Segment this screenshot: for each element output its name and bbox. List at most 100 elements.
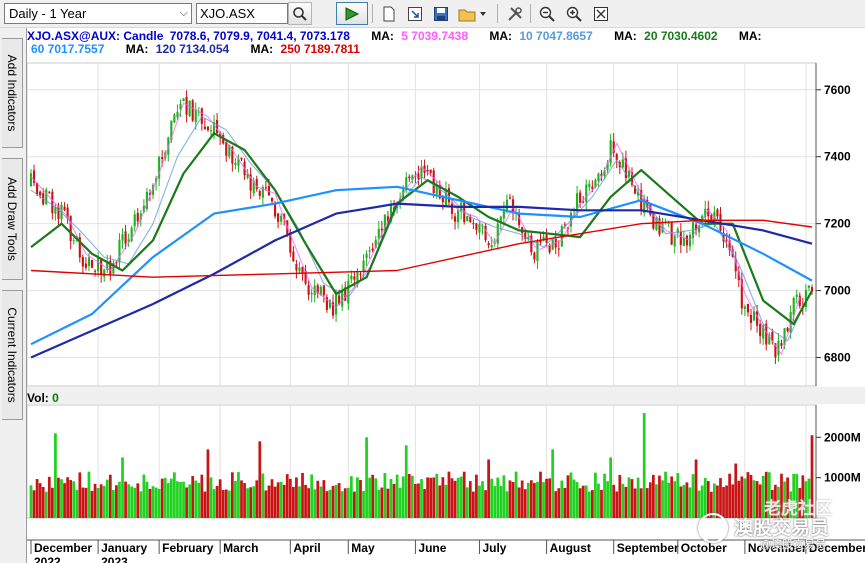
candle-body	[542, 236, 545, 241]
candle-body	[768, 334, 771, 345]
volume-bar	[249, 487, 253, 518]
candle-body	[261, 187, 264, 198]
candle-body	[139, 213, 142, 220]
volume-bar	[716, 485, 719, 518]
volume-bar	[502, 475, 506, 518]
chart-panel[interactable]: 6800 7000 7200 7400 7600 1000M 2000M December Ja…	[26, 28, 865, 563]
candle-body	[225, 142, 228, 156]
volume-bar	[673, 481, 677, 518]
candle-body	[45, 189, 48, 205]
volume-bar	[169, 478, 173, 518]
zoom-in-button[interactable]	[562, 2, 586, 25]
volume-bar	[679, 486, 683, 518]
candle-body	[673, 235, 676, 247]
candle-body	[609, 140, 612, 164]
volume-bar	[133, 487, 137, 518]
volume-bar	[307, 488, 310, 518]
volume-bar	[697, 490, 701, 518]
candle-body	[191, 100, 194, 121]
period-select[interactable]: Daily - 1 Year ⌵	[4, 3, 192, 24]
candle-body	[188, 100, 191, 117]
volume-bar	[475, 474, 478, 518]
candle-body	[255, 179, 258, 190]
volume-bar	[514, 471, 518, 518]
volume-bar	[298, 486, 301, 518]
tab-add-indicators[interactable]: Add Indicators	[2, 38, 23, 148]
candle-body	[203, 126, 206, 130]
new-document-button[interactable]	[377, 2, 401, 25]
candle-body	[478, 224, 481, 233]
candle-body	[377, 228, 380, 239]
volume-bar	[435, 473, 439, 518]
tools-button[interactable]	[503, 2, 527, 25]
volume-bar	[392, 483, 396, 518]
zoom-out-icon	[539, 6, 555, 22]
volume-bar	[651, 474, 655, 518]
panel-divider	[27, 387, 865, 404]
volume-bar	[389, 478, 393, 518]
candle-body	[756, 311, 759, 326]
export-button[interactable]	[403, 2, 427, 25]
volume-bar	[740, 476, 744, 518]
candle-body	[667, 222, 670, 224]
fit-screen-button[interactable]	[589, 2, 613, 25]
candle-body	[475, 223, 478, 230]
volume-bar	[212, 489, 216, 518]
candle-body	[606, 162, 609, 171]
x-month-label: May	[351, 541, 375, 555]
candle-body	[426, 169, 429, 172]
symbol-input[interactable]: XJO.ASX	[196, 3, 288, 24]
watermark-line2: 澳股交易员	[734, 518, 830, 539]
x-month-label: November	[748, 541, 807, 555]
zoom-out-button[interactable]	[535, 2, 559, 25]
volume-bar	[789, 491, 793, 518]
tab-current-indicators[interactable]: Current Indicators	[2, 290, 23, 420]
volume-bar	[191, 476, 195, 518]
candle-body	[716, 209, 719, 217]
x-month-label: March	[223, 541, 258, 555]
candle-body	[600, 173, 603, 177]
ma20-value: 20 7030.4602	[644, 29, 718, 43]
volume-bar	[612, 484, 616, 518]
volume-bar	[270, 479, 274, 518]
open-folder-button[interactable]	[455, 2, 489, 25]
candle-body	[362, 260, 365, 272]
volume-bar	[801, 475, 805, 518]
candle-body	[453, 216, 457, 222]
volume-bar	[450, 478, 454, 518]
ma-label: MA:	[738, 29, 762, 43]
volume-bar	[319, 486, 323, 518]
volume-bar	[380, 487, 384, 518]
volume-bar	[694, 459, 698, 518]
candle-body	[765, 323, 768, 345]
candle-body	[405, 177, 408, 189]
volume-bar	[798, 487, 802, 518]
candle-body	[295, 263, 298, 271]
play-button[interactable]	[336, 2, 368, 25]
volume-bar	[179, 482, 182, 518]
volume-bar	[719, 478, 722, 518]
volume-bar	[581, 485, 585, 518]
candle-body	[347, 280, 350, 304]
volume-bar	[685, 482, 689, 518]
volume-bar	[264, 490, 268, 518]
chevron-down-icon[interactable]: ⌵	[179, 7, 188, 19]
volume-bar	[258, 441, 262, 518]
x-month-label: December	[809, 541, 865, 555]
y-tick-label: 7000	[824, 284, 851, 298]
volume-bar	[749, 474, 753, 518]
save-button[interactable]	[429, 2, 453, 25]
tab-add-draw-tools[interactable]: Add Draw Tools	[2, 158, 23, 280]
volume-bar	[444, 484, 448, 518]
volume-bar	[459, 476, 463, 518]
volume-bar	[404, 445, 408, 518]
candle-body	[32, 170, 36, 183]
volume-bar	[645, 488, 649, 518]
price-chart[interactable]: 6800 7000 7200 7400 7600 1000M 2000M December Ja…	[27, 28, 865, 563]
candle-body	[237, 158, 240, 166]
candle-body	[679, 231, 682, 246]
search-button[interactable]	[288, 2, 312, 25]
volume-bar	[252, 486, 256, 518]
candle-body	[194, 109, 197, 123]
volume-bar	[691, 474, 695, 518]
